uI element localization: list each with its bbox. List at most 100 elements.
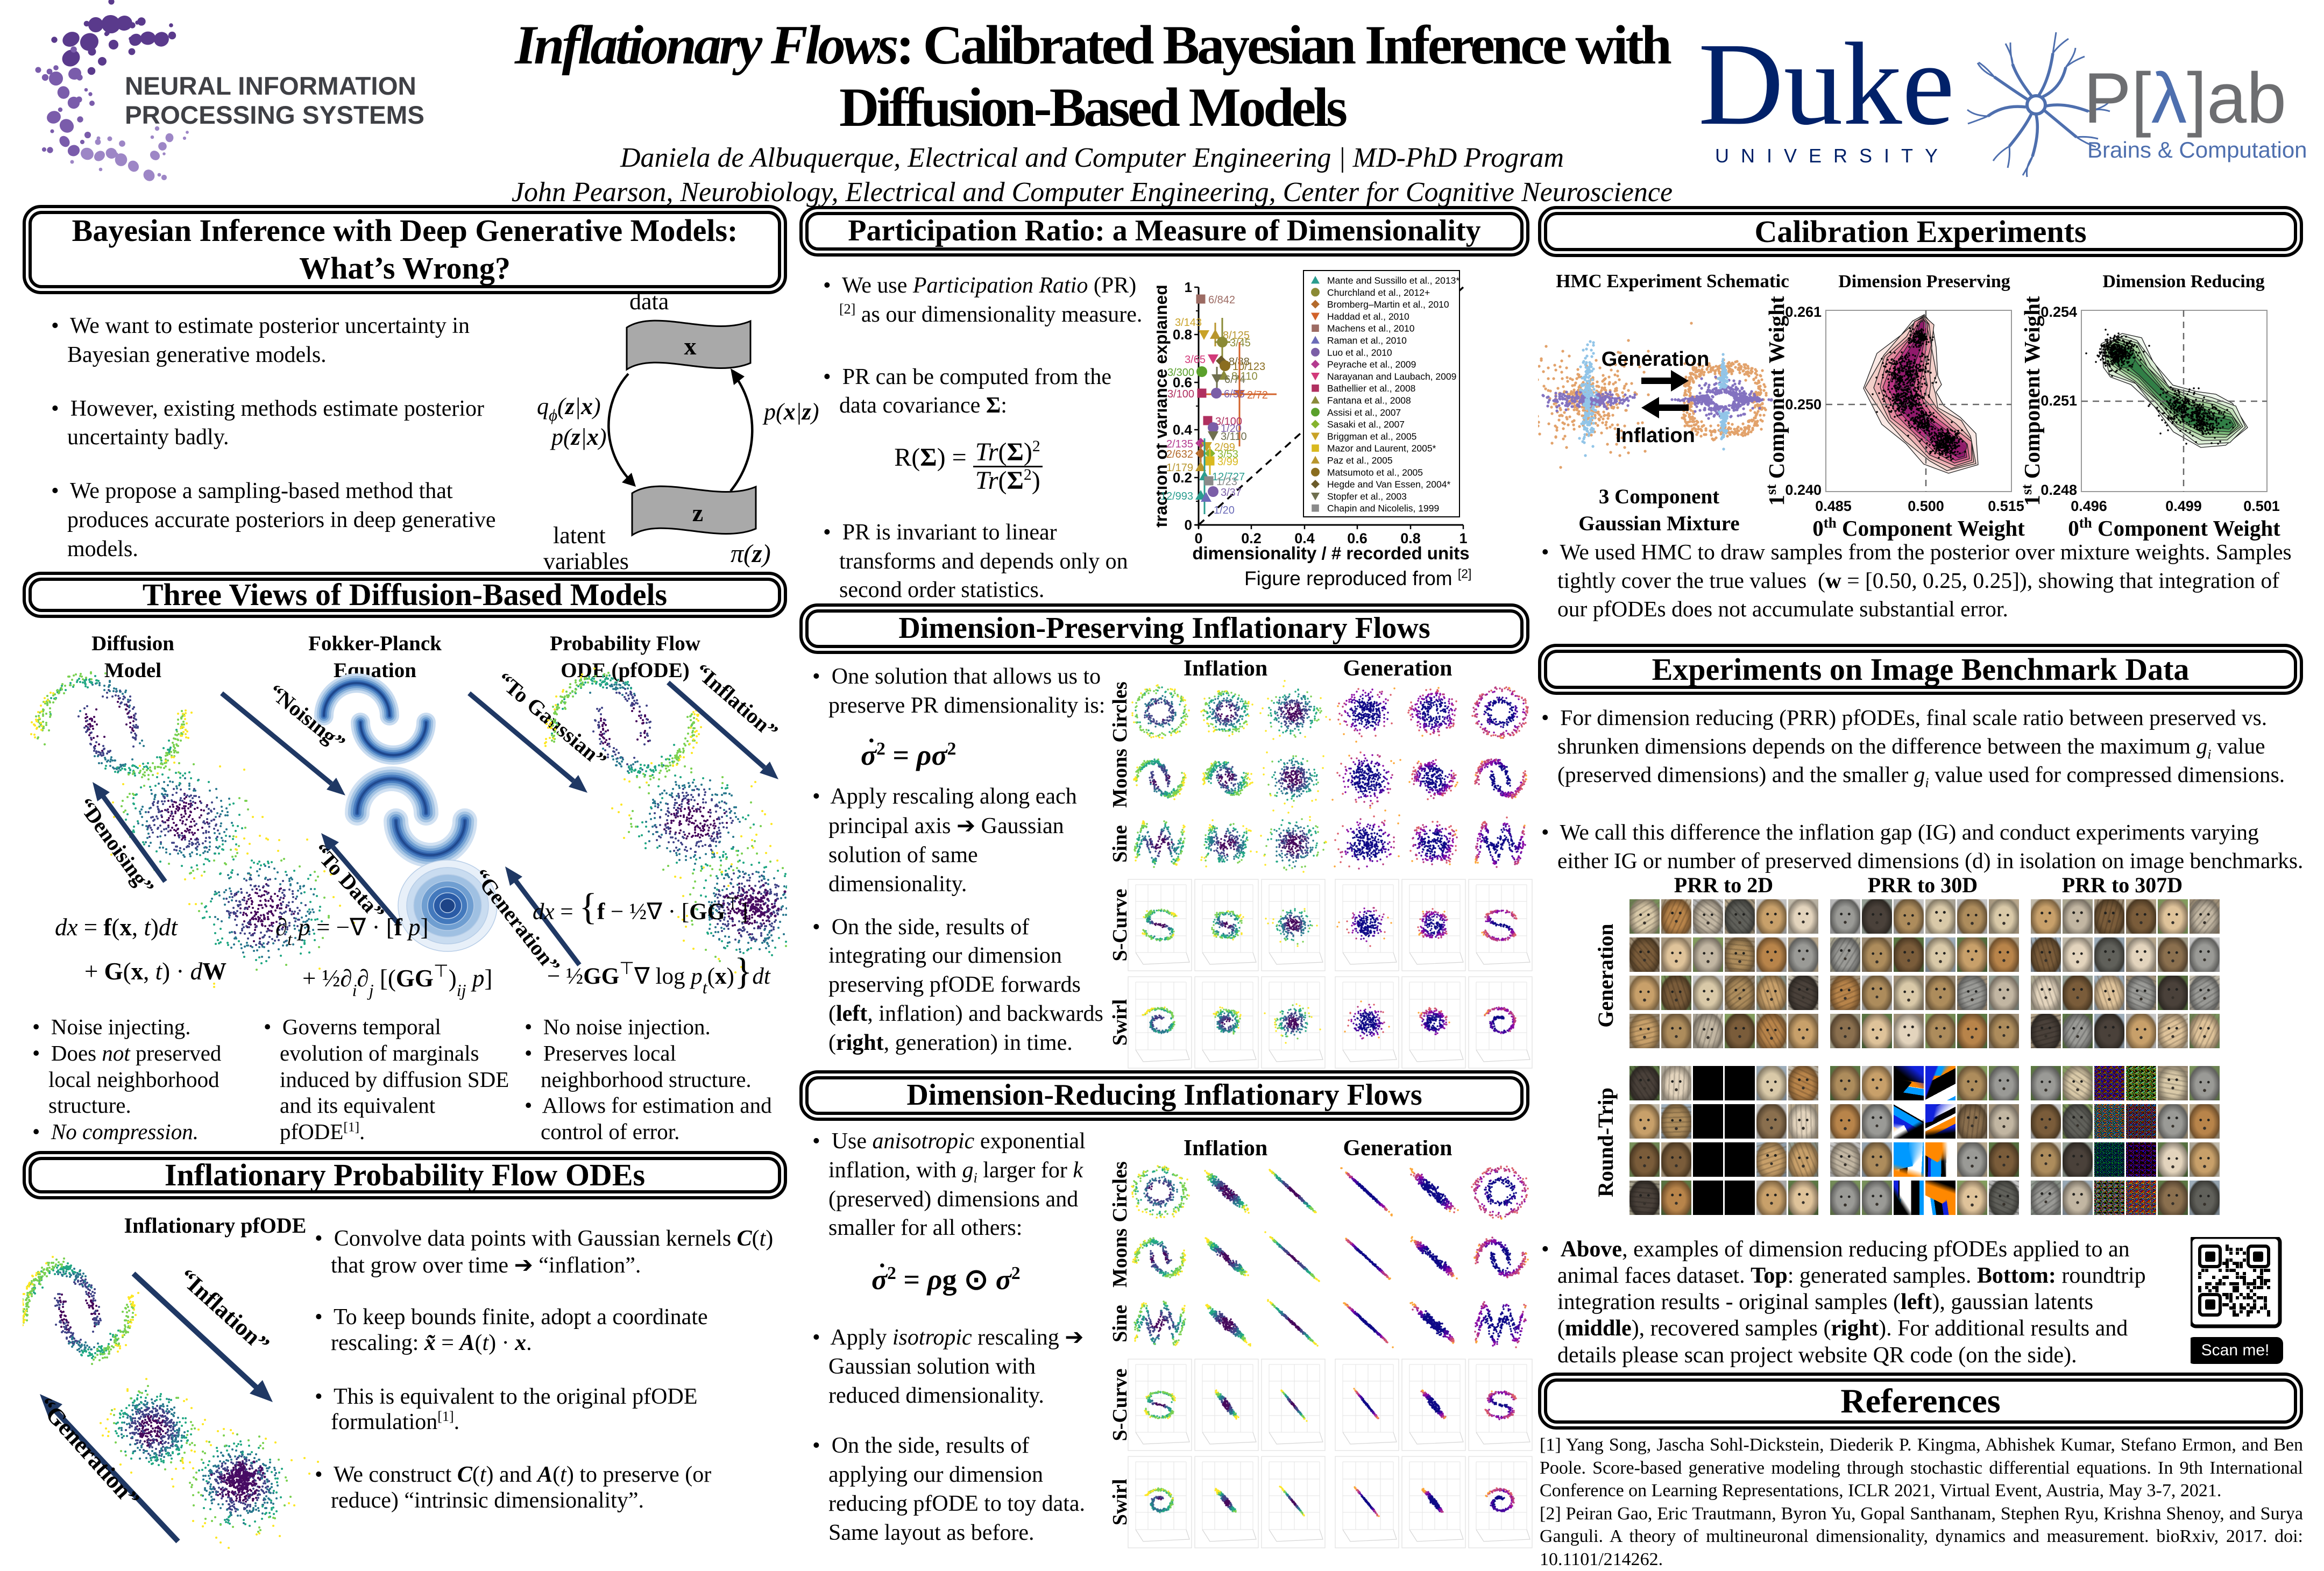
- svg-text:data: data: [629, 288, 669, 315]
- svg-text:Moons: Moons: [1109, 749, 1131, 808]
- svg-text:1: 1: [1185, 279, 1192, 295]
- svg-text:1: 1: [1459, 530, 1467, 546]
- svg-text:+ G(x, t) · dW: + G(x, t) · dW: [84, 958, 226, 985]
- svg-text:p(x|z): p(x|z): [762, 399, 819, 425]
- svg-text:PROCESSING SYSTEMS: PROCESSING SYSTEMS: [125, 101, 424, 130]
- svg-text:Raman et al., 2010: Raman et al., 2010: [1327, 335, 1407, 346]
- svg-text:“To Data”: “To Data”: [308, 839, 389, 925]
- svg-text:0: 0: [1185, 517, 1192, 533]
- svg-text:0.261: 0.261: [1785, 304, 1822, 320]
- svg-text:0.2: 0.2: [1173, 470, 1192, 486]
- svg-text:Generation: Generation: [1343, 1140, 1452, 1161]
- svg-text:Chapin and Nicolelis, 1999: Chapin and Nicolelis, 1999: [1327, 503, 1439, 514]
- svg-text:3/65: 3/65: [1185, 354, 1206, 366]
- svg-text:3/99: 3/99: [1217, 456, 1238, 468]
- svg-text:2/72: 2/72: [1247, 389, 1268, 401]
- svg-text:latent: latent: [553, 522, 606, 549]
- svg-text:Mazor and Laurent, 2005*: Mazor and Laurent, 2005*: [1327, 443, 1436, 454]
- svg-text:1st Component Weight: 1st Component Weight: [1763, 296, 1789, 506]
- svg-text:0.240: 0.240: [1785, 482, 1822, 498]
- svg-text:Swirl: Swirl: [1109, 1479, 1131, 1526]
- svg-text:Generation: Generation: [1343, 660, 1452, 681]
- svg-text:S-Curve: S-Curve: [1109, 888, 1131, 961]
- svg-text:0.8: 0.8: [1173, 326, 1192, 343]
- svg-text:dx = f(x, t)dt: dx = f(x, t)dt: [55, 914, 178, 941]
- svg-text:Bromberg–Martin et al., 2010: Bromberg–Martin et al., 2010: [1327, 299, 1449, 310]
- svg-text:Inflation: Inflation: [1184, 660, 1267, 681]
- svg-text:p(z|x): p(z|x): [550, 424, 607, 450]
- svg-text:π(z): π(z): [731, 539, 771, 568]
- svg-text:1st Component Weight: 1st Component Weight: [2018, 296, 2044, 506]
- svg-text:Circles: Circles: [1109, 681, 1131, 742]
- svg-text:Assisi et al., 2007: Assisi et al., 2007: [1327, 407, 1401, 418]
- svg-text:z: z: [692, 499, 703, 527]
- svg-text:+ ½∂i∂j [(GG⊤)ij p]: + ½∂i∂j [(GG⊤)ij p]: [302, 961, 492, 1000]
- svg-text:Scan me!: Scan me!: [2201, 1341, 2270, 1359]
- svg-text:Briggman et al., 2005: Briggman et al., 2005: [1327, 431, 1416, 442]
- svg-text:Moons: Moons: [1109, 1228, 1131, 1288]
- svg-text:0.250: 0.250: [1785, 396, 1822, 413]
- svg-text:variables: variables: [543, 548, 629, 574]
- svg-text:0.2: 0.2: [1241, 530, 1262, 546]
- svg-text:6/842: 6/842: [1208, 294, 1235, 306]
- svg-text:Model: Model: [104, 659, 161, 682]
- svg-text:0.251: 0.251: [2040, 393, 2077, 409]
- svg-text:Probability Flow: Probability Flow: [550, 632, 700, 655]
- svg-text:Swirl: Swirl: [1109, 999, 1131, 1046]
- svg-text:Inflation: Inflation: [1616, 424, 1695, 447]
- svg-text:0.485: 0.485: [1815, 498, 1852, 514]
- svg-text:Fantana et al., 2008: Fantana et al., 2008: [1327, 395, 1411, 406]
- svg-text:0.500: 0.500: [1908, 498, 1944, 514]
- svg-text:0.248: 0.248: [2040, 482, 2077, 498]
- svg-text:“Denoising”: “Denoising”: [73, 793, 159, 898]
- svg-text:P[λ]ab: P[λ]ab: [2084, 59, 2286, 138]
- svg-text:Churchland et al., 2012+: Churchland et al., 2012+: [1327, 287, 1430, 298]
- svg-text:NEURAL INFORMATION: NEURAL INFORMATION: [125, 72, 416, 101]
- svg-text:Sasaki et al., 2007: Sasaki et al., 2007: [1327, 419, 1405, 430]
- svg-text:Sine: Sine: [1109, 1305, 1131, 1342]
- svg-text:8/110: 8/110: [1231, 371, 1258, 382]
- svg-text:Hegde and Van Essen, 2004*: Hegde and Van Essen, 2004*: [1327, 479, 1450, 490]
- svg-text:2/135: 2/135: [1166, 438, 1193, 450]
- svg-text:fraction of variance explained: fraction of variance explained: [1157, 285, 1171, 528]
- svg-text:0.6: 0.6: [1173, 374, 1192, 390]
- svg-text:0.8: 0.8: [1400, 530, 1421, 546]
- svg-text:0.254: 0.254: [2040, 304, 2077, 320]
- svg-text:Haddad et al., 2010: Haddad et al., 2010: [1327, 311, 1409, 322]
- svg-text:2/632: 2/632: [1166, 449, 1193, 460]
- svg-text:6/74: 6/74: [1224, 374, 1245, 386]
- svg-text:0: 0: [1194, 530, 1202, 546]
- svg-text:0.501: 0.501: [2243, 498, 2280, 514]
- svg-text:0th Component Weight: 0th Component Weight: [1812, 515, 2025, 541]
- svg-text:“Inflation”: “Inflation”: [690, 659, 783, 744]
- svg-text:8/125: 8/125: [1223, 330, 1250, 342]
- svg-text:Dimension Preserving: Dimension Preserving: [1838, 272, 2010, 292]
- svg-text:3/53: 3/53: [1217, 449, 1238, 460]
- svg-text:3 Component: 3 Component: [1599, 485, 1719, 508]
- svg-text:“Generation”: “Generation”: [33, 1392, 145, 1513]
- svg-text:Dimension Reducing: Dimension Reducing: [2102, 272, 2264, 292]
- svg-text:Sine: Sine: [1109, 825, 1131, 863]
- svg-text:∂t p = −∇ · [f p]: ∂t p = −∇ · [f p]: [275, 914, 428, 949]
- svg-text:0.4: 0.4: [1294, 530, 1315, 546]
- svg-text:− ½GG⊤∇ log pt(x)}dt: − ½GG⊤∇ log pt(x)}dt: [547, 951, 771, 997]
- svg-text:Inflation: Inflation: [1184, 1140, 1267, 1161]
- svg-text:1/179: 1/179: [1166, 462, 1193, 474]
- svg-text:Luo et al., 2010: Luo et al., 2010: [1327, 347, 1392, 358]
- svg-text:3/100: 3/100: [1167, 388, 1194, 400]
- svg-text:Diffusion: Diffusion: [91, 632, 174, 655]
- svg-text:Machens et al., 2010: Machens et al., 2010: [1327, 323, 1415, 334]
- svg-text:Brains & Computation: Brains & Computation: [2087, 137, 2307, 162]
- svg-text:“Inflation”: “Inflation”: [174, 1263, 274, 1357]
- svg-text:0.6: 0.6: [1347, 530, 1368, 546]
- svg-text:6/55: 6/55: [1224, 388, 1245, 400]
- svg-text:0.496: 0.496: [2071, 498, 2107, 514]
- svg-text:Matsumoto et al., 2005: Matsumoto et al., 2005: [1327, 467, 1423, 478]
- svg-text:x: x: [684, 332, 697, 360]
- svg-text:Paz et al., 2005: Paz et al., 2005: [1327, 455, 1393, 466]
- svg-text:10/123: 10/123: [1232, 361, 1265, 373]
- svg-text:Generation: Generation: [1602, 348, 1710, 371]
- svg-text:0.515: 0.515: [1988, 498, 2024, 514]
- svg-text:Stopfer et al., 2003: Stopfer et al., 2003: [1327, 491, 1407, 502]
- svg-text:S-Curve: S-Curve: [1109, 1368, 1131, 1441]
